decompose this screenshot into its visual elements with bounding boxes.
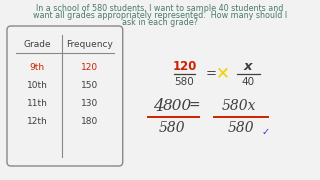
- Text: 10th: 10th: [27, 80, 48, 89]
- Text: 580: 580: [228, 121, 255, 135]
- Text: 120: 120: [81, 62, 98, 71]
- Text: =: =: [188, 99, 200, 113]
- Text: 40: 40: [242, 77, 255, 87]
- FancyBboxPatch shape: [7, 26, 123, 166]
- Text: ✓: ✓: [262, 127, 270, 137]
- Text: 580: 580: [158, 121, 185, 135]
- Text: ask in each grade?: ask in each grade?: [122, 18, 198, 27]
- Text: 11th: 11th: [27, 98, 48, 107]
- Text: 9th: 9th: [30, 62, 45, 71]
- Text: 580: 580: [175, 77, 194, 87]
- Text: Frequency: Frequency: [66, 39, 113, 48]
- Text: ✕: ✕: [216, 64, 230, 82]
- Text: 120: 120: [172, 60, 197, 73]
- Text: In a school of 580 students, I want to sample 40 students and: In a school of 580 students, I want to s…: [36, 4, 284, 13]
- Text: want all grades appropriately represented.  How many should I: want all grades appropriately represente…: [33, 11, 287, 20]
- Text: 150: 150: [81, 80, 98, 89]
- Text: Grade: Grade: [24, 39, 51, 48]
- Text: 130: 130: [81, 98, 98, 107]
- Text: 180: 180: [81, 116, 98, 125]
- Text: 800: 800: [163, 99, 192, 113]
- Text: 580x: 580x: [221, 99, 256, 113]
- Text: 4: 4: [153, 98, 164, 114]
- Text: 12th: 12th: [27, 116, 48, 125]
- Text: =: =: [205, 68, 217, 80]
- Text: x: x: [244, 60, 252, 73]
